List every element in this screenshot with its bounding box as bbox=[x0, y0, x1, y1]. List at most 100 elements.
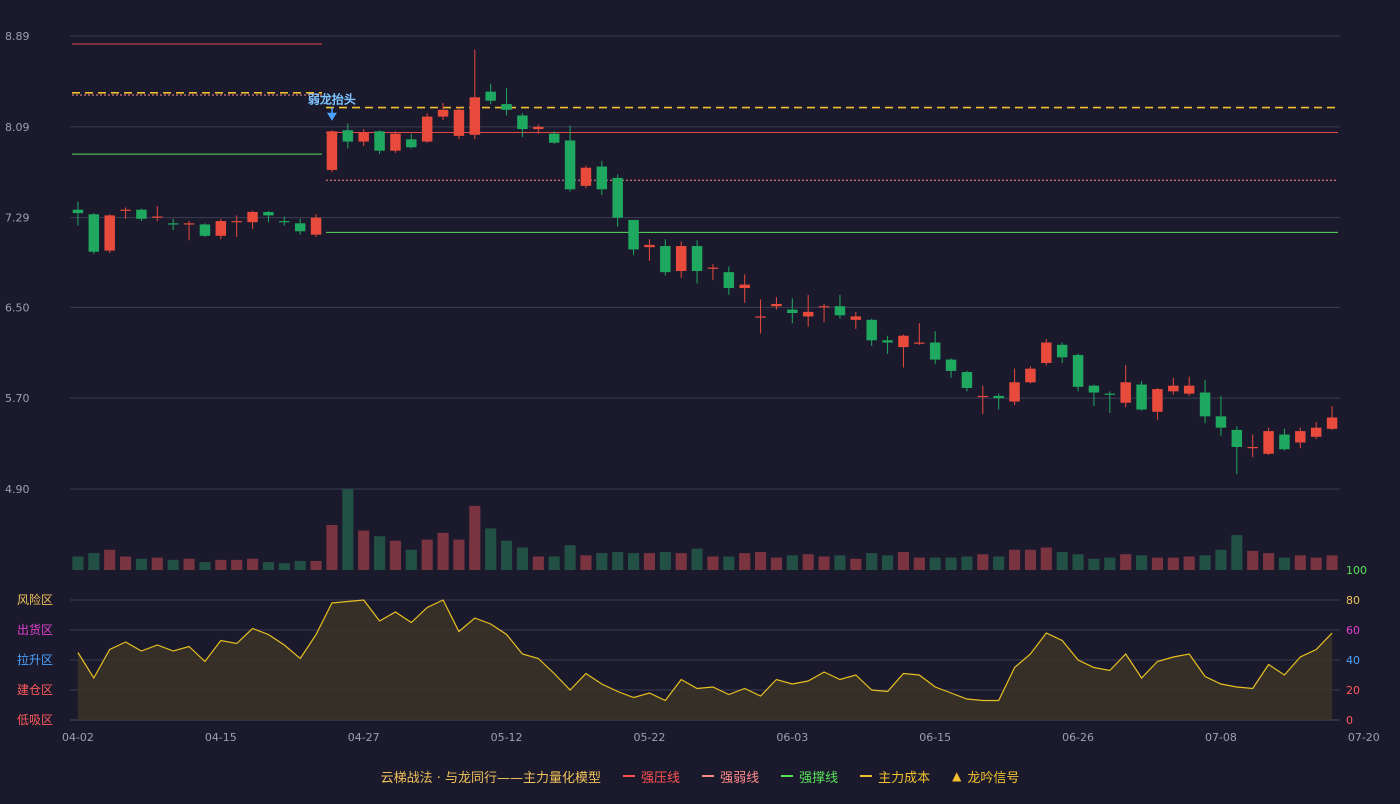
x-tick-label: 07-20 bbox=[1348, 731, 1380, 744]
volume-bar bbox=[135, 558, 147, 570]
volume-bar bbox=[501, 540, 513, 570]
candle-body bbox=[564, 140, 576, 190]
volume-bar bbox=[183, 558, 195, 570]
candle-body bbox=[1056, 344, 1068, 358]
legend-dashed-line-icon bbox=[860, 775, 873, 777]
candle-body bbox=[850, 316, 862, 320]
volume-bar bbox=[199, 562, 211, 570]
price-tick-label: 8.09 bbox=[5, 121, 30, 134]
candle-body bbox=[199, 224, 211, 236]
volume-bar bbox=[913, 557, 925, 570]
candle-body bbox=[1152, 389, 1163, 412]
candle-body bbox=[755, 316, 766, 318]
volume-bar bbox=[707, 556, 719, 570]
volume-bar bbox=[1326, 555, 1338, 570]
volume-bar bbox=[691, 548, 703, 570]
zone-label: 低吸区 bbox=[17, 713, 53, 727]
volume-bar bbox=[1278, 557, 1290, 570]
candle-body bbox=[374, 131, 385, 151]
candle-body bbox=[310, 217, 322, 235]
legend-title: 云梯战法 · 与龙同行——主力量化模型 bbox=[380, 770, 602, 786]
x-tick-label: 04-15 bbox=[205, 731, 237, 744]
annotation-label: 弱龙抬头 bbox=[308, 92, 356, 107]
legend-line-icon bbox=[623, 775, 636, 777]
candle-body bbox=[358, 132, 369, 142]
volume-bar bbox=[1104, 557, 1116, 570]
oscillator-tick-label: 60 bbox=[1346, 624, 1360, 637]
x-tick-label: 06-15 bbox=[919, 731, 951, 744]
candle-body bbox=[945, 359, 957, 371]
volume-bar bbox=[993, 556, 1005, 570]
volume-bar bbox=[262, 562, 274, 570]
volume-bar bbox=[802, 554, 814, 570]
candle-body bbox=[1183, 385, 1195, 394]
volume-bar bbox=[1231, 535, 1243, 570]
volume-bar bbox=[834, 555, 846, 570]
volume-bar bbox=[1199, 555, 1211, 570]
candle-body bbox=[644, 244, 655, 248]
candle-body bbox=[548, 133, 560, 143]
candle-body bbox=[421, 116, 433, 142]
candle-body bbox=[882, 340, 893, 343]
volume-bar bbox=[389, 540, 401, 570]
candle-body bbox=[215, 221, 227, 236]
volume-bar bbox=[294, 561, 306, 570]
x-tick-label: 06-26 bbox=[1062, 731, 1094, 744]
candle-body bbox=[72, 209, 84, 214]
legend-item-resistance: 强压线 bbox=[623, 767, 680, 786]
candle-body bbox=[1231, 429, 1243, 447]
volume-bar bbox=[659, 552, 671, 570]
candle-body bbox=[1041, 342, 1052, 363]
candle-body bbox=[1215, 416, 1227, 428]
candle-body bbox=[485, 91, 496, 101]
candle-body bbox=[390, 133, 401, 151]
candle-body bbox=[1310, 427, 1322, 437]
volume-bar bbox=[786, 555, 798, 570]
zone-label: 出货区 bbox=[17, 622, 53, 637]
candle-body bbox=[263, 211, 274, 216]
volume-bar bbox=[612, 552, 624, 570]
candle-body bbox=[691, 246, 703, 272]
candle-body bbox=[707, 267, 719, 269]
candle-body bbox=[628, 219, 639, 250]
price-tick-label: 8.89 bbox=[5, 30, 30, 43]
volume-bar bbox=[961, 556, 973, 570]
legend-label: 主力成本 bbox=[878, 770, 931, 786]
candle-body bbox=[1263, 431, 1274, 454]
oscillator-line bbox=[77, 599, 1333, 702]
candle-body bbox=[580, 167, 592, 186]
legend-line-icon bbox=[781, 775, 794, 777]
x-tick-label: 05-22 bbox=[633, 731, 665, 744]
volume-bar bbox=[1040, 547, 1052, 570]
volume-bar bbox=[866, 553, 878, 570]
legend-item-strength: 强弱线 bbox=[702, 767, 759, 786]
volume-bar bbox=[1024, 549, 1036, 570]
volume-bar bbox=[628, 553, 640, 570]
candle-body bbox=[802, 311, 814, 317]
volume-bar bbox=[596, 553, 608, 570]
triangle-icon: ▲ bbox=[952, 769, 962, 783]
legend-item-cost: 主力成本 bbox=[860, 767, 930, 786]
volume-bar bbox=[1072, 554, 1084, 570]
price-tick-label: 6.50 bbox=[5, 301, 30, 314]
volume-bar bbox=[72, 556, 84, 570]
zone-label: 拉升区 bbox=[17, 652, 53, 667]
candle-body bbox=[612, 177, 623, 218]
volume-bar bbox=[564, 545, 576, 570]
volume-bar bbox=[421, 539, 433, 570]
volume-bar bbox=[453, 539, 465, 570]
volume-bar bbox=[977, 554, 989, 570]
volume-bar bbox=[469, 505, 481, 570]
x-tick-label: 07-08 bbox=[1205, 731, 1237, 744]
volume-bar bbox=[247, 558, 259, 570]
candle-body bbox=[469, 97, 481, 135]
candle-body bbox=[1295, 431, 1306, 443]
volume-bar bbox=[723, 556, 735, 570]
volume-bar bbox=[374, 536, 386, 570]
volume-bar bbox=[897, 552, 909, 570]
candle-body bbox=[406, 139, 417, 148]
x-tick-label: 05-12 bbox=[491, 731, 523, 744]
volume-bar bbox=[1088, 558, 1100, 570]
candle-body bbox=[231, 221, 242, 223]
